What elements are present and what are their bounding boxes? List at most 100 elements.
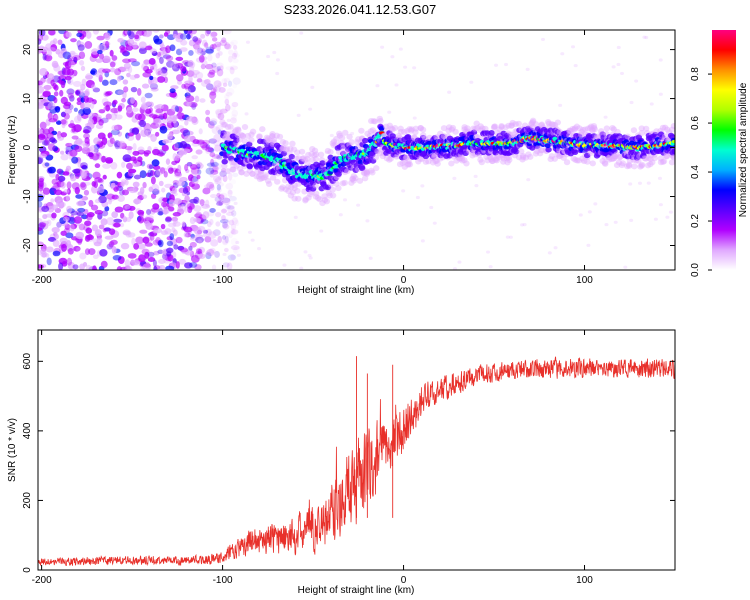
heatmap-trace-cell — [389, 126, 396, 133]
snr-panel: -200 -100 0 100 0 200 400 600 Height of straigh… — [7, 329, 676, 596]
heatmap-noise-cell — [197, 169, 202, 175]
heatmap-trace-cell — [264, 135, 272, 142]
heatmap-trace-cell — [566, 132, 573, 139]
heatmap-noise-cell — [122, 79, 129, 85]
heatmap-noise-cell — [182, 129, 191, 137]
heatmap-noise-cell — [144, 242, 153, 247]
heatmap-noise-cell — [127, 58, 137, 63]
heatmap-noise-cell — [165, 216, 172, 222]
heatmap-trace-cell — [371, 118, 379, 125]
heatmap-trace-cell — [336, 132, 344, 139]
heatmap-trace-cell — [325, 189, 332, 196]
heatmap-trace-cell — [279, 138, 287, 145]
heatmap-noise-cell — [216, 155, 223, 160]
heatmap-trace-cell — [408, 126, 415, 133]
heatmap-noise-cell — [72, 55, 81, 61]
heatmap-trace-cell — [417, 124, 424, 131]
heatmap-noise-cell — [206, 30, 212, 35]
heatmap-noise-cell — [74, 145, 83, 152]
heatmap-noise-cell — [190, 30, 197, 35]
heatmap-trace-cell — [369, 127, 376, 134]
heatmap-trace-cell — [590, 133, 598, 139]
heatmap-noise-cell — [60, 154, 69, 161]
heatmap-noise-cell — [132, 150, 140, 156]
heatmap-noise-cell — [657, 176, 662, 180]
heatmap-noise-cell — [117, 140, 126, 147]
heatmap-noise-cell — [69, 52, 79, 57]
heatmap-trace-cell — [330, 138, 338, 145]
heatmap-noise-cell — [225, 104, 231, 112]
heatmap-trace-cell — [571, 126, 578, 133]
heatmap-noise-cell — [105, 157, 114, 164]
heatmap-noise-cell — [412, 66, 417, 70]
heatmap-noise-cell — [228, 195, 238, 202]
heatmap-noise-cell — [214, 144, 221, 152]
heatmap-noise-cell — [202, 187, 211, 195]
heatmap-noise-cell — [177, 245, 185, 251]
heatmap-noise-cell — [53, 189, 63, 196]
heatmap-trace-cell — [602, 160, 609, 167]
heatmap-trace-cell — [258, 175, 266, 182]
heatmap-noise-cell — [211, 264, 217, 270]
heatmap-noise-cell — [85, 264, 92, 270]
heatmap-noise-cell — [126, 72, 131, 78]
heatmap-noise-cell — [176, 208, 185, 215]
heatmap-noise-layer — [38, 30, 673, 270]
heatmap-noise-cell — [230, 237, 239, 246]
heatmap-trace-cell — [269, 133, 276, 140]
heatmap-trace-cell — [503, 155, 511, 162]
heatmap-noise-cell — [77, 238, 83, 245]
heatmap-noise-cell — [210, 31, 216, 39]
heatmap-noise-cell — [80, 162, 88, 169]
heatmap-noise-cell — [153, 227, 163, 234]
heatmap-trace-cell — [262, 172, 269, 179]
heatmap-trace-cell — [279, 184, 286, 191]
heatmap-noise-cell — [235, 240, 240, 245]
heatmap-noise-cell — [59, 80, 64, 85]
heatmap-trace-cell — [670, 122, 675, 129]
heatmap-trace-cell — [566, 128, 573, 135]
heatmap-noise-cell — [127, 132, 135, 137]
heatmap-noise-cell — [47, 166, 56, 174]
heatmap-noise-cell — [46, 219, 52, 227]
heatmap-noise-cell — [124, 259, 131, 268]
heatmap-noise-cell — [96, 35, 105, 41]
heatmap-noise-cell — [158, 113, 165, 120]
heatmap-trace-cell — [660, 158, 668, 165]
heatmap-trace-cell — [515, 154, 523, 161]
heatmap-trace-cell — [554, 119, 561, 126]
heatmap-noise-cell — [80, 171, 87, 180]
heatmap-trace-cell — [445, 127, 452, 134]
heatmap-noise-cell — [114, 89, 124, 96]
heatmap-trace-cell — [224, 123, 232, 130]
heatmap-noise-cell — [593, 202, 598, 206]
heatmap-noise-cell — [217, 112, 225, 120]
heatmap-noise-cell — [104, 235, 114, 240]
heatmap-noise-cell — [250, 238, 255, 242]
heatmap-noise-cell — [158, 239, 164, 248]
heatmap-trace-cell — [609, 125, 616, 132]
heatmap-trace-cell — [663, 153, 670, 160]
heatmap-trace-cell — [556, 153, 564, 160]
heatmap-noise-cell — [126, 162, 133, 170]
heatmap-trace-cell — [317, 151, 325, 158]
heatmap-trace-cell — [335, 185, 342, 192]
heatmap-noise-cell — [179, 202, 186, 207]
heatmap-trace-cell — [287, 184, 295, 191]
heatmap-noise-cell — [191, 155, 198, 160]
heatmap-noise-cell — [412, 116, 417, 120]
heatmap-noise-cell — [103, 101, 112, 107]
heatmap-noise-cell — [188, 49, 194, 56]
heatmap-trace-cell — [342, 129, 349, 136]
heatmap-noise-cell — [148, 107, 153, 113]
heatmap-trace-cell — [367, 128, 375, 135]
heatmap-noise-cell — [187, 205, 193, 214]
heatmap-noise-cell — [469, 80, 474, 84]
heatmap-noise-cell — [236, 253, 241, 257]
heatmap-noise-cell — [156, 265, 163, 270]
heatmap-trace-cell — [276, 133, 284, 140]
spectrogram-xtick-label: -200 — [32, 275, 52, 286]
heatmap-trace-cell — [659, 134, 666, 141]
heatmap-noise-cell — [170, 61, 179, 69]
heatmap-trace-cell — [357, 159, 364, 165]
